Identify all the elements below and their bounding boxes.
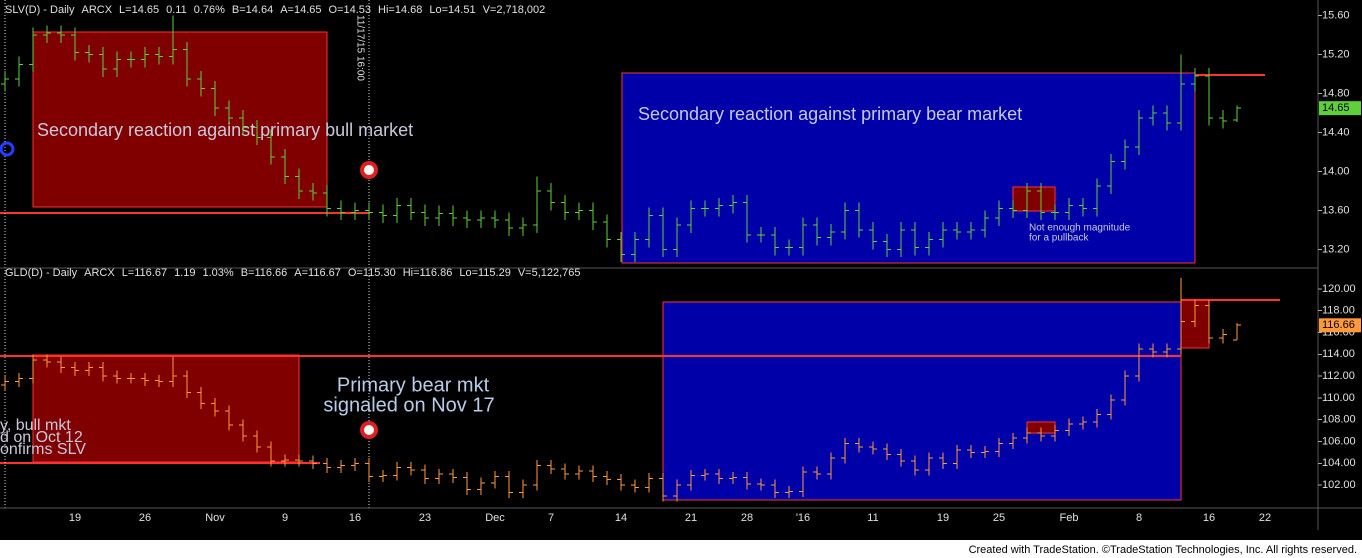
x-tick-label: '16 — [796, 512, 810, 524]
y-tick-label: 15.60 — [1322, 10, 1350, 22]
signal-marker — [360, 421, 378, 439]
annotation: Secondary reaction against primary bear … — [638, 104, 1022, 124]
header-field: 1.19 — [174, 267, 195, 279]
annotation-shapes — [0, 0, 1362, 530]
y-tick-label: 102.00 — [1322, 479, 1356, 491]
annotation: for a pullback — [1029, 233, 1089, 244]
header-field: 1.03% — [202, 267, 233, 279]
y-tick-label: 14.40 — [1322, 126, 1350, 138]
price-marker — [1319, 101, 1361, 116]
annotation: Secondary reaction against primary bull … — [37, 120, 413, 140]
y-tick-label: 13.20 — [1322, 243, 1350, 255]
y-tick-label: 104.00 — [1322, 457, 1356, 469]
signal-marker — [360, 161, 378, 179]
y-tick-label: 14.00 — [1322, 165, 1350, 177]
pullback-box — [1012, 186, 1056, 212]
header-field: A=14.65 — [280, 4, 321, 16]
y-tick-label: 114.00 — [1322, 348, 1355, 360]
x-tick-label: 16 — [1203, 512, 1215, 524]
header-field: 0.11 — [166, 4, 187, 16]
price-marker-label: 14.65 — [1322, 102, 1350, 114]
y-tick-label: 14.80 — [1322, 87, 1350, 99]
x-tick-label: Dec — [485, 512, 505, 524]
reaction-box — [621, 72, 1196, 264]
y-tick-label: 110.00 — [1322, 392, 1355, 404]
x-tick-label: 14 — [615, 512, 627, 524]
footer-bar — [0, 540, 1362, 558]
x-tick-label: 21 — [685, 512, 697, 524]
header-field: A=116.67 — [294, 267, 341, 279]
x-tick-label: 8 — [1136, 512, 1142, 524]
header-field: L=14.65 — [119, 4, 159, 16]
y-tick-label: 13.60 — [1322, 204, 1350, 216]
header-field: Hi=14.68 — [378, 4, 422, 16]
x-tick-label: 22 — [1259, 512, 1271, 524]
x-tick-label: 11 — [867, 512, 878, 524]
annotation: y, bull mkt — [0, 417, 71, 434]
x-tick-label: 25 — [993, 512, 1005, 524]
x-tick-label: 16 — [349, 512, 361, 524]
y-tick-label: 15.20 — [1322, 49, 1350, 61]
header-field: V=2,718,002 — [483, 4, 546, 16]
annotation: Not enough magnitude — [1029, 223, 1131, 234]
header-field: 0.76% — [194, 4, 225, 16]
header-field: SLV(D) - Daily — [5, 4, 75, 16]
x-tick-label: 19 — [69, 512, 81, 524]
signal-marker — [0, 141, 15, 157]
header-field: ARCX — [84, 267, 115, 279]
reaction-box — [32, 31, 328, 208]
y-tick-label: 108.00 — [1322, 414, 1356, 426]
time-label: 11/17/15 16:00 — [354, 15, 365, 81]
header-field: O=14.53 — [329, 4, 372, 16]
header-field: B=14.64 — [232, 4, 273, 16]
annotation: onfirms SLV — [0, 441, 86, 458]
header-field: O=115.30 — [348, 267, 396, 279]
y-tick-label: 106.00 — [1322, 435, 1356, 447]
header-field: B=116.66 — [241, 267, 288, 279]
y-tick-label: 112.00 — [1322, 370, 1355, 382]
annotation: Primary bear mkt — [337, 374, 490, 396]
header-field: Lo=115.29 — [459, 267, 511, 279]
x-tick-label: 7 — [548, 512, 554, 524]
reaction-box — [32, 354, 300, 463]
annotation: signaled on Nov 17 — [323, 394, 494, 416]
header-field: V=5,122,765 — [518, 267, 581, 279]
x-tick-label: Nov — [205, 512, 225, 524]
x-tick-label: 26 — [139, 512, 151, 524]
price-marker — [1319, 318, 1361, 333]
x-tick-label: 23 — [419, 512, 431, 524]
x-tick-label: 9 — [282, 512, 288, 524]
x-tick-label: 28 — [741, 512, 753, 524]
reaction-box — [662, 301, 1182, 501]
y-tick-label: 120.00 — [1322, 283, 1356, 295]
x-tick-label: 19 — [937, 512, 949, 524]
header-field: Lo=14.51 — [429, 4, 475, 16]
header-field: L=116.67 — [122, 267, 167, 279]
x-tick-label: Feb — [1060, 512, 1079, 524]
header-field: GLD(D) - Daily — [5, 267, 78, 279]
header-field: ARCX — [81, 4, 112, 16]
footer: Created with TradeStation. ©TradeStation… — [969, 544, 1357, 556]
price-marker-label: 116.66 — [1322, 319, 1355, 331]
header-field: Hi=116.86 — [403, 267, 453, 279]
annotation: d on Oct 12 — [0, 429, 83, 446]
y-tick-label: 118.00 — [1322, 305, 1355, 317]
